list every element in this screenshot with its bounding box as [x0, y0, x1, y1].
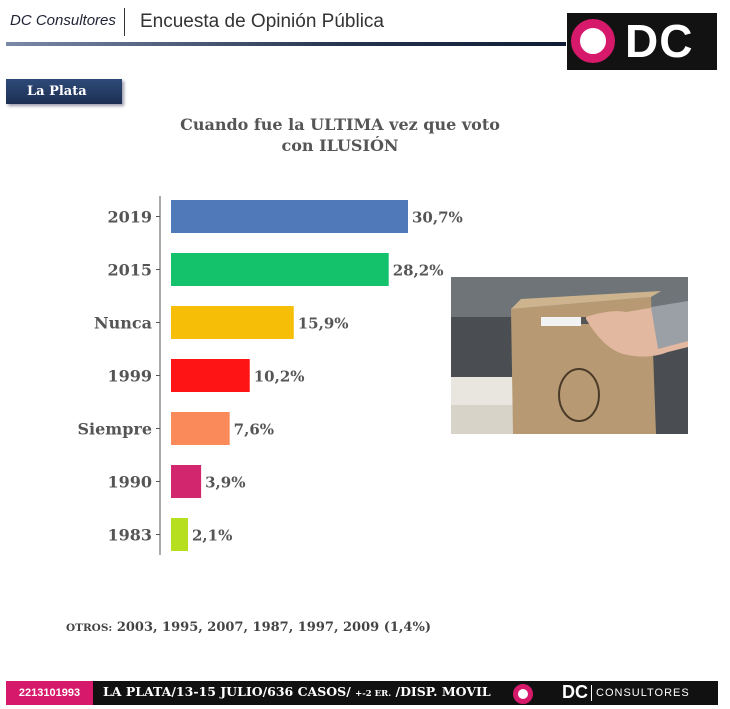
page-title: Encuesta de Opinión Pública: [140, 11, 384, 32]
value-label: 7,6%: [234, 421, 274, 439]
value-label: 10,2%: [254, 368, 305, 386]
category-label: 1983: [107, 526, 152, 545]
ballot-box-image: [451, 277, 688, 434]
footer-logo-ring-icon: [513, 684, 533, 704]
footer-info: LA PLATA/13-15 JULIO/636 CASOS/ +-2 ER. …: [103, 684, 491, 699]
chart-title-line1: Cuando fue la ULTIMA vez que voto: [180, 115, 500, 134]
bar-chart: 2019 30,7% 2015 28,2% Nunca 15,9% 1999 10,2% Sie…: [77, 196, 463, 555]
footer-info-main: LA PLATA/13-15 JULIO/636 CASOS/: [103, 684, 351, 699]
category-label: Nunca: [94, 314, 152, 333]
region-label: La Plata: [27, 84, 87, 99]
category-label: 2019: [107, 208, 152, 227]
footer-info-tail: /DISP. MOVIL: [395, 684, 491, 699]
footer-bar: 2213101993 LA PLATA/13-15 JULIO/636 CASO…: [6, 681, 718, 705]
bar-1990: [171, 465, 202, 498]
value-label: 30,7%: [412, 209, 463, 227]
footer-phone: 2213101993: [6, 681, 93, 705]
footer-logo-separator: [591, 685, 592, 701]
brand-separator: [124, 8, 125, 36]
bar-2019: [171, 200, 408, 233]
bar-2015: [171, 253, 389, 286]
header-rule: [6, 42, 566, 46]
footer-logo-dc: DC: [562, 682, 588, 702]
bar-1999: [171, 359, 250, 392]
bar-1983: [171, 518, 188, 551]
chart-title: Cuando fue la ULTIMA vez que voto con IL…: [160, 114, 520, 156]
category-label: Siempre: [77, 420, 152, 439]
category-label: 2015: [107, 261, 152, 280]
region-badge: La Plata: [6, 79, 122, 104]
bar-siempre: [171, 412, 230, 445]
chart-title-line2: con ILUSIÓN: [281, 136, 399, 155]
category-label: 1990: [107, 473, 152, 492]
bar-nunca: [171, 306, 294, 339]
category-label: 1999: [107, 367, 152, 386]
value-label: 2,1%: [192, 527, 232, 545]
footer-logo-consultores: CONSULTORES: [596, 687, 690, 699]
value-label: 28,2%: [393, 262, 444, 280]
others-note: OTROS: 2003, 1995, 2007, 1987, 1997, 200…: [66, 620, 431, 635]
brand-name: DC Consultores: [10, 12, 116, 29]
logo-ring-icon: [571, 19, 615, 63]
others-text: 2003, 1995, 2007, 1987, 1997, 2009 (1,4%…: [116, 620, 431, 635]
others-lead: OTROS:: [66, 622, 113, 634]
value-label: 3,9%: [205, 474, 245, 492]
logo-text: DC: [625, 15, 694, 67]
ballot-box-photo: [451, 277, 688, 434]
dc-logo: DC: [567, 13, 717, 70]
value-label: 15,9%: [298, 315, 349, 333]
footer-info-err: +-2 ER.: [355, 689, 392, 699]
